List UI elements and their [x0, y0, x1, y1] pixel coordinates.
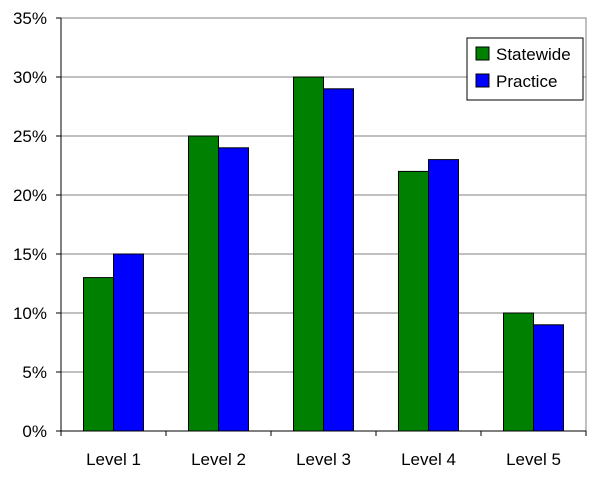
bar-statewide-level-2: [188, 135, 219, 432]
legend-swatch-statewide: [475, 46, 490, 61]
x-axis-tick-labels: Level 1 Level 2 Level 3 Level 4 Level 5: [86, 450, 561, 469]
bar-statewide-level-3: [293, 76, 324, 432]
x-tick-label: Level 3: [296, 450, 351, 469]
y-tick-label: 30%: [13, 68, 47, 87]
legend-label-practice: Practice: [496, 72, 557, 91]
bar-statewide-level-1: [83, 277, 114, 432]
bar-statewide-level-4: [398, 170, 429, 432]
x-tick-label: Level 2: [191, 450, 246, 469]
y-axis-tick-labels: 0% 5% 10% 15% 20% 25% 30% 35%: [13, 9, 47, 441]
x-tick-label: Level 4: [401, 450, 456, 469]
bar-practice-level-5: [533, 324, 564, 432]
bars: [83, 76, 564, 432]
y-tick-label: 0%: [22, 422, 47, 441]
y-tick-label: 5%: [22, 363, 47, 382]
x-tick-label: Level 1: [86, 450, 141, 469]
legend-label-statewide: Statewide: [496, 45, 571, 64]
axes: [56, 17, 587, 436]
x-tick-label: Level 5: [506, 450, 561, 469]
bar-practice-level-2: [218, 147, 249, 432]
y-tick-label: 10%: [13, 304, 47, 323]
legend: Statewide Practice: [466, 37, 584, 101]
legend-swatch-practice: [475, 73, 490, 88]
y-tick-label: 25%: [13, 127, 47, 146]
y-tick-label: 15%: [13, 245, 47, 264]
y-tick-label: 20%: [13, 186, 47, 205]
bar-practice-level-4: [428, 159, 459, 432]
bar-statewide-level-5: [503, 312, 534, 432]
y-tick-label: 35%: [13, 9, 47, 28]
bar-practice-level-1: [113, 253, 144, 432]
bar-practice-level-3: [323, 88, 354, 432]
